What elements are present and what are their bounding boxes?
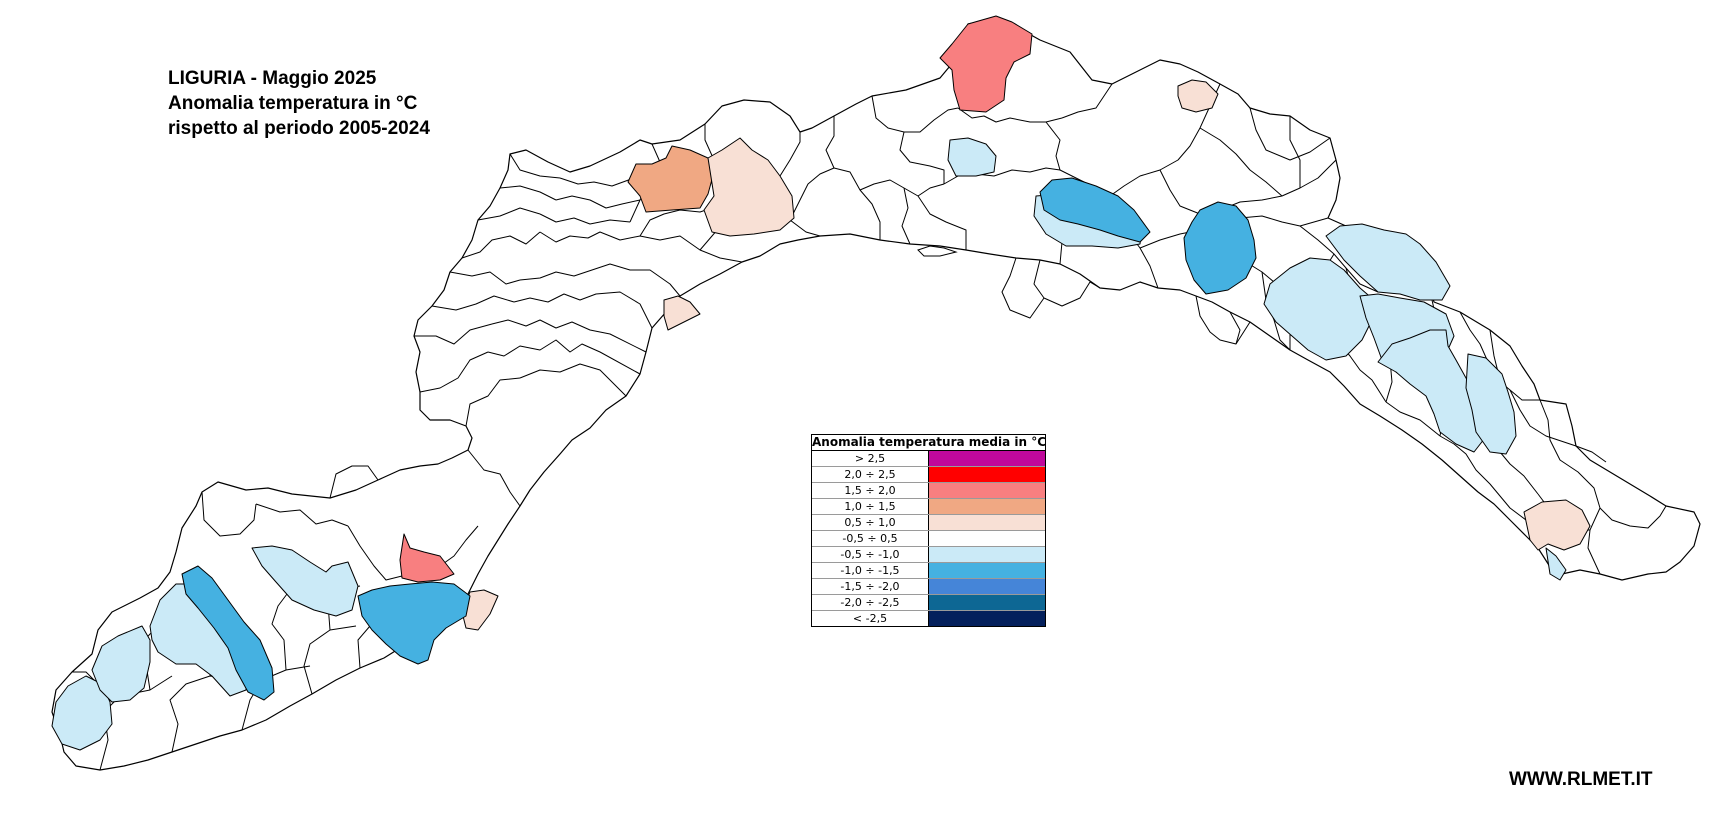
title-line-reference-period: rispetto al periodo 2005-2024 [168, 118, 430, 139]
area-class-minus-0-5-1-0 [91, 625, 151, 703]
anomaly-areas [51, 15, 1591, 751]
legend-swatch [929, 483, 1045, 498]
area-class-minus-1-0-1-5 [357, 581, 471, 665]
area-class-minus-0-5-1-0 [1263, 257, 1375, 361]
legend-row: -0,5 ÷ 0,5 [812, 531, 1045, 547]
legend-swatch [929, 499, 1045, 514]
legend-label: 1,5 ÷ 2,0 [812, 483, 929, 498]
area-class-minus-0-5-1-0 [251, 545, 359, 617]
legend-row: -1,5 ÷ -2,0 [812, 579, 1045, 595]
area-class-1-5-2-0 [399, 533, 455, 583]
area-class-minus-0-5-1-0 [149, 583, 249, 697]
legend-label: -1,5 ÷ -2,0 [812, 579, 929, 594]
legend-row: 1,5 ÷ 2,0 [812, 483, 1045, 499]
legend-swatch [929, 579, 1045, 594]
legend-swatch [929, 531, 1045, 546]
region-outline [51, 17, 1701, 771]
area-class-1-5-2-0 [939, 15, 1033, 113]
legend-swatch [929, 515, 1045, 530]
area-class-minus-0-5-1-0 [1325, 223, 1451, 301]
legend-row: 2,0 ÷ 2,5 [812, 467, 1045, 483]
area-class-minus-0-5-1-0 [1465, 353, 1517, 455]
area-class-minus-0-5-1-0 [51, 675, 113, 751]
legend-row: -1,0 ÷ -1,5 [812, 563, 1045, 579]
area-class-minus-1-0-1-5 [1183, 201, 1257, 295]
legend-swatch [929, 611, 1045, 626]
legend-row: 1,0 ÷ 1,5 [812, 499, 1045, 515]
legend-label: -2,0 ÷ -2,5 [812, 595, 929, 610]
legend-label: < -2,5 [812, 611, 929, 626]
legend-swatch [929, 547, 1045, 562]
area-class-0-5-1-0 [663, 295, 701, 331]
map-title: LIGURIA - Maggio 2025 Anomalia temperatu… [168, 66, 430, 141]
legend-swatch [929, 563, 1045, 578]
legend-swatch [929, 451, 1045, 466]
title-line-region-month: LIGURIA - Maggio 2025 [168, 68, 377, 89]
title-line-variable: Anomalia temperatura in °C [168, 93, 418, 114]
area-class-minus-0-5-1-0 [947, 137, 997, 177]
legend-label: 0,5 ÷ 1,0 [812, 515, 929, 530]
legend-row: > 2,5 [812, 451, 1045, 467]
legend-row: -2,0 ÷ -2,5 [812, 595, 1045, 611]
legend-label: 1,0 ÷ 1,5 [812, 499, 929, 514]
area-class-0-5-1-0 [1523, 499, 1591, 551]
legend: Anomalia temperatura media in °C > 2,5 2… [811, 434, 1046, 627]
area-class-1-0-1-5 [627, 145, 715, 213]
area-class-minus-1-0-1-5 [1039, 177, 1151, 243]
legend-row: -0,5 ÷ -1,0 [812, 547, 1045, 563]
legend-title: Anomalia temperatura media in °C [812, 435, 1045, 451]
legend-label: -1,0 ÷ -1,5 [812, 563, 929, 578]
legend-label: -0,5 ÷ 0,5 [812, 531, 929, 546]
coast-island [917, 245, 958, 257]
area-class-minus-0-5-1-0 [1545, 547, 1567, 581]
legend-label: > 2,5 [812, 451, 929, 466]
area-class-0-5-1-0 [1177, 79, 1219, 113]
legend-swatch [929, 595, 1045, 610]
legend-row: < -2,5 [812, 611, 1045, 626]
area-class-minus-1-0-1-5 [181, 565, 275, 701]
website-credit: WWW.RLMET.IT [1509, 769, 1653, 790]
area-class-0-5-1-0 [703, 137, 795, 237]
legend-row: 0,5 ÷ 1,0 [812, 515, 1045, 531]
legend-label: 2,0 ÷ 2,5 [812, 467, 929, 482]
legend-swatch [929, 467, 1045, 482]
legend-label: -0,5 ÷ -1,0 [812, 547, 929, 562]
